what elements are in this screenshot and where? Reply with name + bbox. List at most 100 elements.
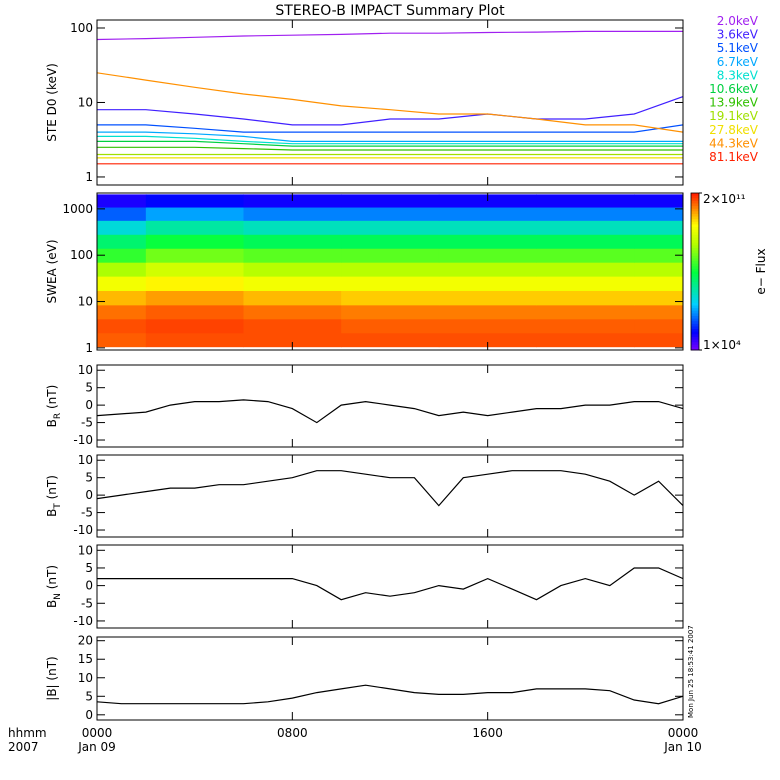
heat-cell — [536, 262, 635, 277]
heat-cell — [145, 304, 244, 320]
x-tick-label: 0800 — [277, 726, 308, 740]
date-label: Jan 10 — [663, 740, 702, 754]
heat-cell — [145, 207, 244, 221]
panel-frame — [96, 544, 684, 629]
heat-cell — [536, 318, 635, 334]
timestamp: Mon Jun 25 18:53:41 2007 — [687, 625, 695, 718]
heat-cell — [438, 332, 537, 348]
heat-cell — [634, 194, 683, 208]
colorbar-step — [691, 213, 699, 218]
colorbar-step — [691, 263, 699, 267]
heat-cell — [145, 276, 244, 291]
legend-entry: 81.1keV — [709, 150, 759, 164]
colorbar-step — [691, 287, 699, 291]
legend-entry: 27.8keV — [709, 123, 759, 137]
heat-cell — [341, 290, 440, 306]
y-axis-label: BN (nT) — [45, 565, 63, 608]
y-axis-label-part: (nT) — [45, 565, 59, 593]
heat-cell — [536, 248, 635, 263]
panel-frame — [96, 19, 684, 186]
heat-cell — [243, 262, 342, 277]
heat-cell — [145, 220, 244, 235]
heat-cell — [97, 276, 147, 291]
y-tick-label: -10 — [73, 614, 93, 628]
colorbar-step — [691, 321, 699, 325]
heat-cell — [145, 290, 244, 306]
heat-cell — [536, 276, 635, 291]
heat-cell — [97, 332, 147, 348]
colorbar-step — [691, 242, 699, 246]
y-axis-label-part: T — [53, 503, 63, 510]
y-tick-label: 100 — [70, 248, 93, 262]
y-tick-label: 10 — [78, 543, 93, 557]
colorbar-step — [691, 211, 699, 215]
heat-cell — [341, 207, 440, 221]
y-axis-label: STE D0 (keV) — [45, 63, 59, 142]
y-tick-label: 10 — [78, 95, 93, 109]
y-axis-label-part: R — [53, 413, 63, 419]
colorbar-step — [691, 221, 699, 225]
heat-cell — [438, 318, 537, 334]
colorbar-step — [691, 224, 699, 228]
y-tick-label: 100 — [70, 21, 93, 35]
y-axis-label-part: B — [45, 600, 59, 608]
heat-cell — [97, 234, 147, 249]
heat-cell — [536, 332, 635, 348]
colorbar-step — [691, 329, 699, 333]
plot-area — [97, 567, 683, 601]
legend-entry: 13.9keV — [709, 96, 759, 110]
colorbar-step — [691, 279, 699, 283]
plot-area — [97, 684, 683, 705]
y-tick-label: -5 — [81, 416, 93, 430]
heat-cell — [97, 207, 147, 221]
heat-cell — [145, 194, 244, 208]
data-line — [97, 72, 683, 133]
y-axis-label-part: B — [45, 419, 59, 427]
y-axis-label-part: SWEA (eV) — [45, 239, 59, 303]
colorbar-step — [691, 344, 699, 348]
plot-area — [97, 194, 683, 348]
heat-cell — [634, 318, 683, 334]
x-tick-label: 1600 — [472, 726, 503, 740]
y-tick-label: -5 — [81, 506, 93, 520]
heat-cell — [438, 207, 537, 221]
heat-cell — [536, 207, 635, 221]
heat-cell — [243, 290, 342, 306]
heat-cell — [97, 220, 147, 235]
y-axis-label: BT (nT) — [45, 475, 63, 517]
colorbar-step — [691, 208, 699, 212]
heat-cell — [536, 220, 635, 235]
y-tick-label: 20 — [78, 634, 93, 648]
y-tick-label: 10 — [78, 295, 93, 309]
heat-cell — [243, 276, 342, 291]
y-tick-label: 0 — [85, 398, 93, 412]
heat-cell — [341, 276, 440, 291]
colorbar-step — [691, 315, 699, 320]
heat-cell — [634, 332, 683, 348]
colorbar-step — [691, 276, 699, 280]
colorbar-step — [691, 227, 699, 231]
colorbar-step — [691, 266, 699, 270]
colorbar-step — [691, 203, 699, 207]
heat-cell — [341, 304, 440, 320]
colorbar-step — [691, 305, 699, 309]
colorbar-step — [691, 326, 699, 330]
legend-entry: 6.7keV — [717, 55, 759, 69]
heat-cell — [97, 290, 147, 306]
heat-cell — [341, 262, 440, 277]
colorbar-step — [691, 334, 699, 338]
heat-cell — [97, 248, 147, 263]
plot-area — [97, 399, 683, 424]
heat-cell — [536, 194, 635, 208]
y-tick-label: 10 — [78, 671, 93, 685]
colorbar-step — [691, 302, 699, 307]
heat-cell — [243, 207, 342, 221]
y-axis-label-part: (nT) — [45, 475, 59, 503]
heat-cell — [634, 207, 683, 221]
heat-cell — [145, 248, 244, 263]
y-tick-label: -10 — [73, 433, 93, 447]
data-line — [97, 30, 683, 41]
colorbar-step — [691, 240, 699, 244]
y-axis-label-part: STE D0 (keV) — [45, 63, 59, 142]
colorbar-tick-label: 1×10⁴ — [703, 338, 741, 352]
